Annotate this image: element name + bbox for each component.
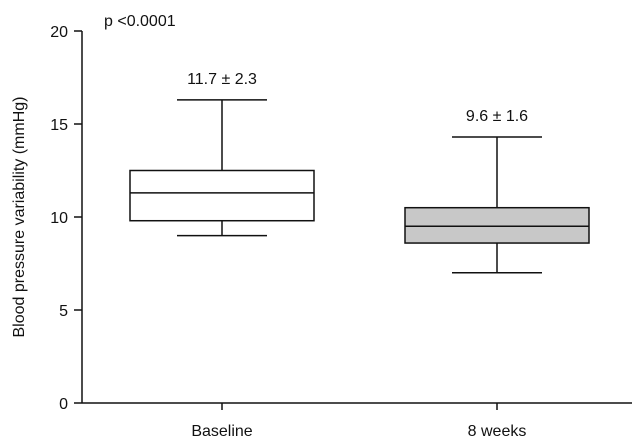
y-tick-label: 5 [59,303,68,320]
box-series: 11.7 ± 2.3 9.6 ± 1.6 [129,71,590,274]
mean-sd-label: 11.7 ± 2.3 [187,71,257,88]
p-value-annotation: p <0.0001 [104,13,176,30]
y-tick-label: 20 [50,24,68,41]
iqr-box [404,206,590,244]
y-tick-label: 10 [50,210,68,227]
y-tick-label: 0 [59,396,68,413]
box-2: 9.6 ± 1.6 [404,108,590,274]
mean-sd-label: 9.6 ± 1.6 [466,108,528,125]
y-tick-label: 15 [50,117,68,134]
iqr-box [129,169,315,222]
x-tick-label: 8 weeks [468,423,527,440]
x-tick-label: Baseline [191,423,252,440]
axes: 0 5 10 15 20 Baseline 8 weeks [50,24,632,440]
box-1: 11.7 ± 2.3 [129,71,315,237]
y-axis-label: Blood pressure variability (mmHg) [11,97,28,338]
